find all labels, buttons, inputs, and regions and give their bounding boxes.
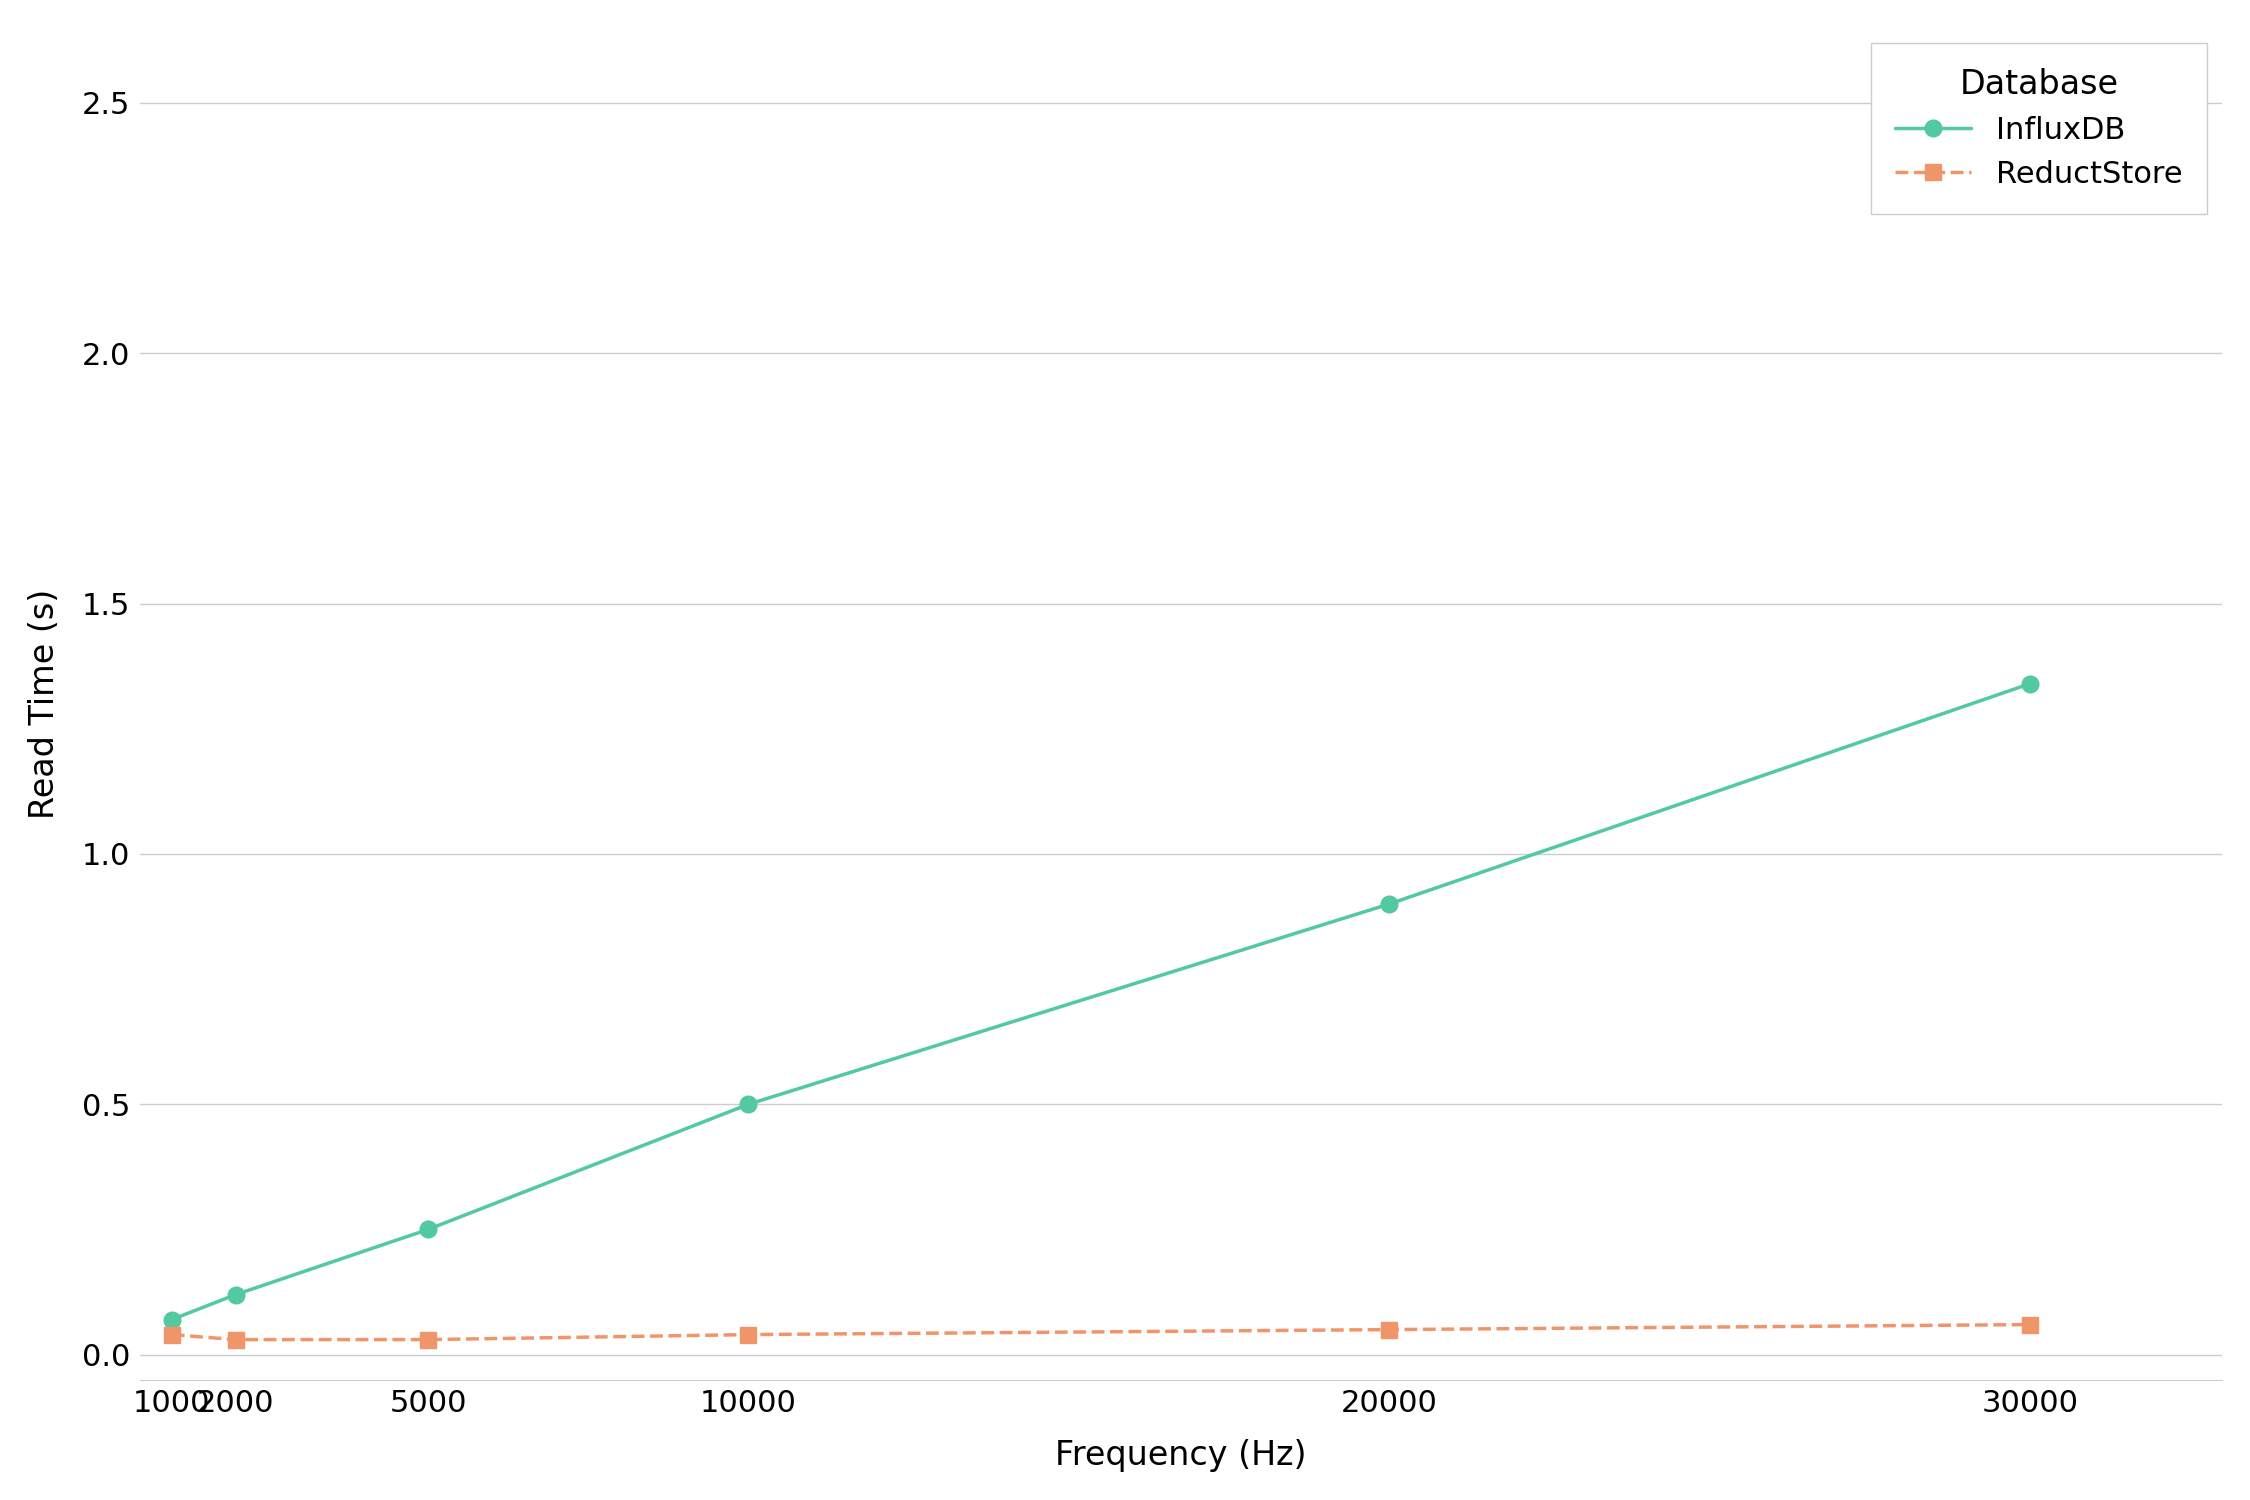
ReductStore (414, 1330, 441, 1348)
ReductStore (223, 1330, 250, 1348)
InfluxDB (736, 1095, 763, 1113)
X-axis label: Frequency (Hz): Frequency (Hz) (1055, 1438, 1307, 1472)
Line: InfluxDB: InfluxDB (164, 675, 2039, 1328)
Legend: InfluxDB, ReductStore: InfluxDB, ReductStore (1870, 44, 2207, 213)
ReductStore (736, 1326, 763, 1344)
ReductStore (2016, 1316, 2043, 1334)
ReductStore (1375, 1320, 1402, 1338)
Y-axis label: Read Time (s): Read Time (s) (27, 588, 61, 819)
InfluxDB (1375, 896, 1402, 914)
InfluxDB (414, 1221, 441, 1239)
Line: ReductStore: ReductStore (164, 1317, 2039, 1348)
ReductStore (158, 1326, 185, 1344)
InfluxDB (158, 1311, 185, 1329)
InfluxDB (223, 1286, 250, 1304)
InfluxDB (2016, 675, 2043, 693)
